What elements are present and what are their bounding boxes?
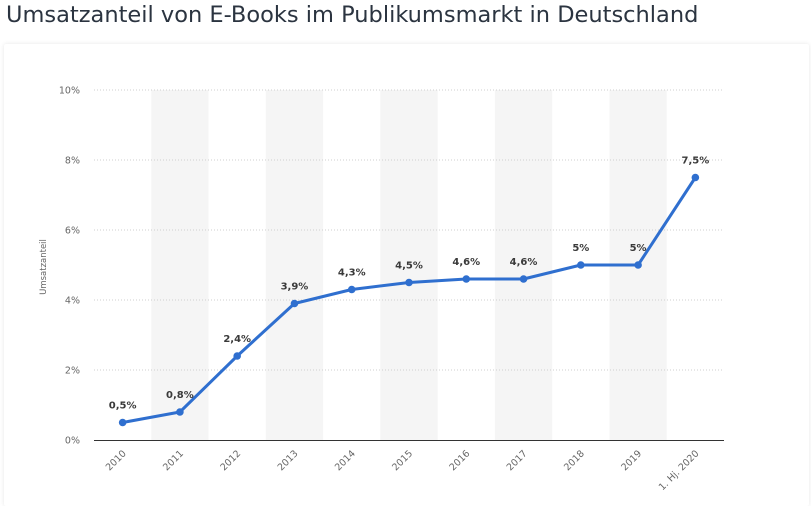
data-point[interactable] (519, 275, 528, 283)
x-tick-label: 2019 (619, 448, 644, 473)
column-band (494, 90, 553, 440)
page-title: Umsatzanteil von E-Books im Publikumsmar… (6, 2, 699, 28)
column-band (265, 90, 324, 440)
x-tick-label: 2016 (448, 448, 473, 473)
data-label: 5% (630, 243, 647, 254)
data-label: 3,9% (281, 282, 309, 293)
x-tick-label: 1. Hj. 2020 (657, 448, 702, 493)
data-label: 2,4% (223, 334, 251, 345)
data-label: 4,3% (338, 268, 366, 279)
data-point[interactable] (290, 299, 299, 308)
x-tick-label: 2018 (562, 448, 587, 473)
x-tick-label: 2014 (333, 448, 358, 473)
y-tick-label: 6% (65, 226, 80, 237)
column-band (380, 90, 438, 440)
x-tick-label: 2012 (218, 448, 243, 473)
column-band (151, 90, 209, 440)
data-point[interactable] (577, 261, 585, 269)
data-labels: 0,5% 0,8% 2,4% 3,9% 4,3% 4,5% 4,6% 4,6% 5% 5% 7,5% (109, 156, 709, 412)
data-label: 4,6% (452, 257, 480, 268)
x-axis-ticks: 2010 2011 2012 2013 2014 2015 2016 2017 2018 2019… (104, 448, 702, 493)
data-label: 4,6% (510, 257, 538, 268)
y-axis-title: Umsatzanteil (39, 239, 49, 295)
y-tick-label: 0% (65, 436, 80, 447)
data-points (118, 173, 700, 427)
x-tick-label: 2011 (161, 448, 186, 473)
x-tick-label: 2010 (104, 448, 129, 473)
grid-lines (94, 89, 724, 371)
y-tick-label: 10% (59, 86, 80, 97)
data-point[interactable] (691, 173, 700, 182)
data-label: 0,5% (109, 401, 137, 412)
data-point[interactable] (634, 261, 642, 269)
y-tick-label: 8% (65, 156, 80, 167)
data-point[interactable] (118, 418, 127, 427)
x-tick-label: 2013 (276, 448, 301, 473)
data-label: 0,8% (166, 390, 194, 401)
data-label: 7,5% (681, 156, 709, 167)
x-tick-label: 2015 (390, 448, 415, 473)
column-bands (151, 90, 667, 440)
x-tick-label: 2017 (505, 448, 530, 473)
data-point[interactable] (233, 352, 241, 360)
data-point[interactable] (176, 408, 184, 416)
data-point[interactable] (347, 285, 356, 294)
data-label: 4,5% (395, 261, 423, 272)
y-axis-ticks: 0% 2% 4% 6% 8% 10% (59, 86, 80, 447)
data-point[interactable] (462, 275, 471, 283)
y-tick-label: 2% (65, 366, 80, 377)
data-label: 5% (572, 243, 589, 254)
y-tick-label: 4% (65, 296, 80, 307)
data-point[interactable] (405, 278, 413, 287)
